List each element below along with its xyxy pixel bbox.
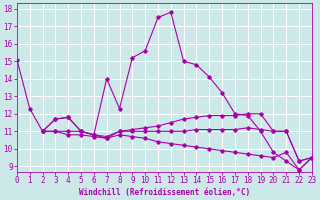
X-axis label: Windchill (Refroidissement éolien,°C): Windchill (Refroidissement éolien,°C) — [79, 188, 250, 197]
